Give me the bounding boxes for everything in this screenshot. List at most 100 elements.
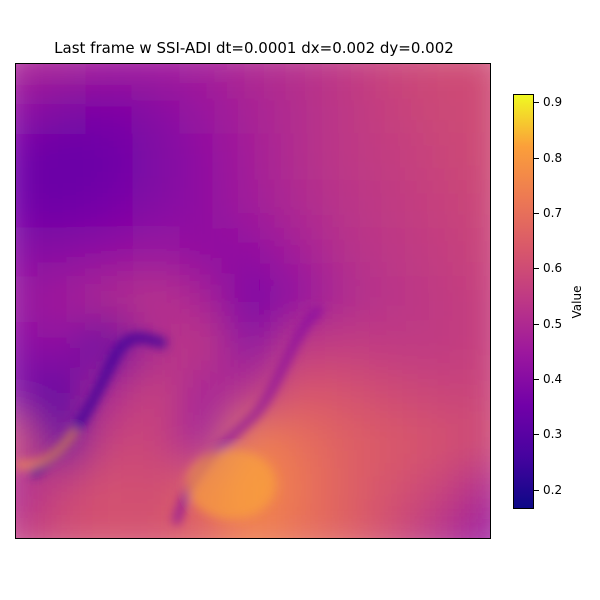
heatmap-cell [274, 180, 327, 232]
heatmap-cell [322, 464, 374, 517]
heatmap-cell [322, 512, 374, 538]
heatmap-cell [85, 85, 137, 138]
heatmap-cell [369, 417, 421, 469]
heatmap-cell [369, 180, 421, 232]
heatmap-cell [16, 275, 42, 327]
heatmap-cell [322, 227, 374, 280]
heatmap-cell [85, 227, 137, 280]
colorbar-tick-label: 0.4 [543, 371, 563, 386]
heatmap-cell [132, 64, 184, 90]
heatmap-cell [16, 85, 42, 138]
heatmap-cell [274, 64, 327, 90]
heatmap-cell [132, 370, 184, 422]
heatmap-cell [416, 85, 469, 138]
heatmap-cell [464, 512, 490, 538]
heatmap-cell [85, 464, 137, 517]
heatmap-cell [132, 322, 184, 375]
colorbar-tick [534, 102, 539, 104]
heatmap-cell [322, 85, 374, 138]
heatmap-cell [369, 322, 421, 375]
heatmap-cell [322, 417, 374, 469]
heatmap-cell [37, 180, 90, 232]
heatmap-cell [227, 64, 279, 90]
heatmap-cell [37, 85, 90, 138]
heatmap-cell [179, 64, 232, 90]
heatmap-cell [132, 227, 184, 280]
heatmap-cell [369, 133, 421, 185]
heatmap-cell [274, 227, 327, 280]
heatmap-cell [464, 133, 490, 185]
heatmap-cell [85, 133, 137, 185]
heatmap-cell [16, 370, 42, 422]
heatmap-cell [179, 85, 232, 138]
heatmap-cell [85, 512, 137, 538]
heatmap-cell [416, 180, 469, 232]
heatmap-cell [227, 180, 279, 232]
heatmap-cell [85, 417, 137, 469]
heatmap-cell [37, 64, 90, 90]
heatmap-cell [16, 512, 42, 538]
heatmap-cell [464, 64, 490, 90]
heatmap-cell [464, 322, 490, 375]
heatmap-cell [16, 227, 42, 280]
heatmap-cell [37, 322, 90, 375]
heatmap-cell [37, 227, 90, 280]
heatmap-cell [464, 227, 490, 280]
heatmap-cell [179, 227, 232, 280]
heatmap-cell [274, 417, 327, 469]
heatmap-plot [15, 63, 491, 539]
heatmap-cell [369, 227, 421, 280]
heatmap-cell [464, 275, 490, 327]
heatmap-cell [464, 417, 490, 469]
heatmap-cell [37, 512, 90, 538]
colorbar-tick [534, 489, 539, 491]
heatmap-cell [85, 64, 137, 90]
heatmap-cell [274, 85, 327, 138]
heatmap-cell [416, 322, 469, 375]
heatmap-cell [416, 512, 469, 538]
bright-band [16, 426, 80, 470]
heatmap-cell [274, 464, 327, 517]
heatmap-cell [85, 180, 137, 232]
heatmap-cell [416, 275, 469, 327]
heatmap-cell [37, 275, 90, 327]
heatmap-cell [227, 275, 279, 327]
heatmap-cell [274, 133, 327, 185]
heatmap-cell [132, 417, 184, 469]
heatmap-cell [16, 64, 42, 90]
colorbar-gradient [514, 95, 533, 508]
colorbar-tick [534, 157, 539, 159]
heatmap-cell [132, 275, 184, 327]
heatmap-cell [16, 180, 42, 232]
chart-title: Last frame w SSI-ADI dt=0.0001 dx=0.002 … [54, 39, 454, 57]
heatmap-cell [416, 133, 469, 185]
heatmap-cell [179, 370, 232, 422]
colorbar-tick-label: 0.7 [543, 205, 563, 220]
heatmap-cell [179, 275, 232, 327]
heatmap-cell [416, 227, 469, 280]
colorbar-tick [534, 434, 539, 436]
heatmap-cell [416, 417, 469, 469]
heatmap-cell [85, 275, 137, 327]
heatmap-cell [227, 85, 279, 138]
warm-region [186, 449, 276, 519]
heatmap-cell [369, 275, 421, 327]
heatmap-cell [132, 85, 184, 138]
colorbar-tick-label: 0.2 [543, 482, 563, 497]
colorbar-tick [534, 212, 539, 214]
heatmap-cell [227, 133, 279, 185]
heatmap-cell [179, 133, 232, 185]
colorbar-tick-label: 0.8 [543, 150, 563, 165]
heatmap-cell [37, 464, 90, 517]
heatmap-cell [322, 370, 374, 422]
heatmap-cell [369, 64, 421, 90]
heatmap-cell [322, 322, 374, 375]
heatmap-cell [464, 464, 490, 517]
heatmap-cell [16, 133, 42, 185]
heatmap-cell [132, 464, 184, 517]
heatmap-cell [416, 370, 469, 422]
heatmap-cell [369, 85, 421, 138]
colorbar-tick [534, 323, 539, 325]
heatmap-cell [227, 227, 279, 280]
heatmap-cell [464, 180, 490, 232]
